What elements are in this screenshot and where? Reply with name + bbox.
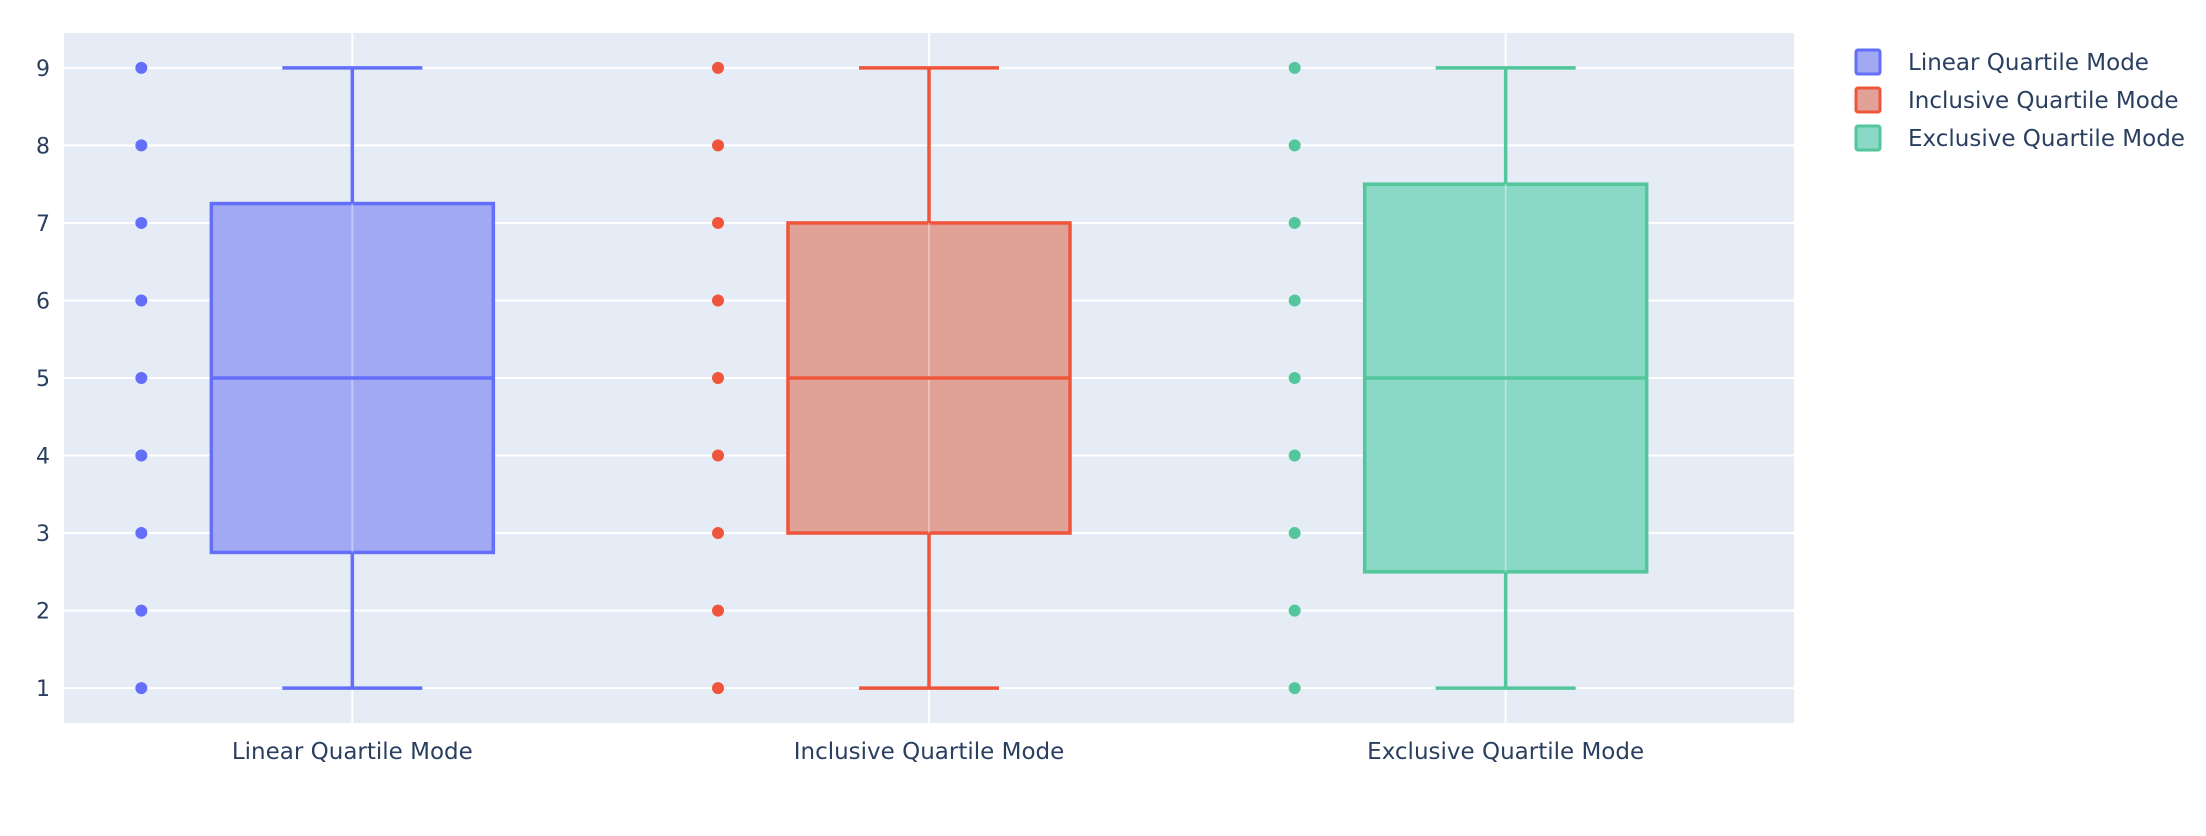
legend[interactable]: Linear Quartile Mode Inclusive Quartile M… — [1854, 48, 2185, 152]
data-point[interactable] — [1288, 682, 1301, 695]
data-point[interactable] — [135, 449, 148, 462]
y-tick-label: 9 — [36, 57, 50, 82]
box-trace[interactable] — [135, 61, 496, 695]
y-tick-label: 2 — [36, 600, 50, 625]
data-point[interactable] — [712, 527, 724, 540]
y-axis-ticks: 1 2 3 4 5 6 7 8 9 — [36, 57, 50, 702]
data-point[interactable] — [135, 604, 148, 617]
legend-label: Exclusive Quartile Mode — [1908, 126, 2185, 152]
box-trace[interactable] — [1288, 61, 1649, 695]
data-point[interactable] — [135, 527, 148, 540]
legend-swatch — [1854, 124, 1882, 152]
data-point[interactable] — [1288, 372, 1301, 384]
data-point[interactable] — [1288, 604, 1301, 617]
x-axis-ticks: Linear Quartile Mode Inclusive Quartile M… — [232, 739, 1644, 765]
legend-label: Inclusive Quartile Mode — [1908, 88, 2179, 114]
data-point[interactable] — [135, 372, 148, 384]
data-point[interactable] — [135, 139, 148, 152]
x-tick-label: Inclusive Quartile Mode — [794, 739, 1065, 765]
y-tick-label: 6 — [36, 289, 50, 314]
y-tick-label: 5 — [36, 367, 50, 392]
legend-label: Linear Quartile Mode — [1908, 50, 2149, 76]
data-point[interactable] — [135, 216, 148, 229]
y-tick-label: 8 — [36, 134, 50, 159]
data-point[interactable] — [712, 372, 724, 384]
data-point[interactable] — [712, 139, 724, 152]
data-point[interactable] — [712, 682, 724, 695]
data-point[interactable] — [1288, 449, 1301, 462]
legend-item[interactable]: Linear Quartile Mode — [1854, 48, 2149, 76]
data-point[interactable] — [712, 449, 724, 462]
data-point[interactable] — [1288, 61, 1301, 74]
legend-item[interactable]: Inclusive Quartile Mode — [1854, 86, 2179, 114]
box-traces — [135, 61, 1649, 695]
data-point[interactable] — [1288, 216, 1301, 229]
box-trace[interactable] — [712, 61, 1072, 695]
data-point[interactable] — [135, 682, 148, 695]
x-tick-label: Exclusive Quartile Mode — [1367, 739, 1644, 765]
data-point[interactable] — [712, 216, 724, 229]
data-point[interactable] — [712, 604, 724, 617]
data-point[interactable] — [1288, 527, 1301, 540]
data-point[interactable] — [135, 61, 148, 74]
y-tick-label: 7 — [36, 212, 50, 237]
legend-swatch — [1854, 48, 1882, 76]
data-point[interactable] — [712, 294, 724, 307]
data-point[interactable] — [1288, 139, 1301, 152]
data-point[interactable] — [712, 61, 724, 74]
x-tick-label: Linear Quartile Mode — [232, 739, 473, 765]
legend-item[interactable]: Exclusive Quartile Mode — [1854, 124, 2185, 152]
y-tick-label: 3 — [36, 522, 50, 547]
legend-swatch — [1854, 86, 1882, 114]
y-tick-label: 1 — [36, 677, 50, 702]
data-point[interactable] — [1288, 294, 1301, 307]
y-tick-label: 4 — [36, 445, 50, 470]
data-point[interactable] — [135, 294, 148, 307]
